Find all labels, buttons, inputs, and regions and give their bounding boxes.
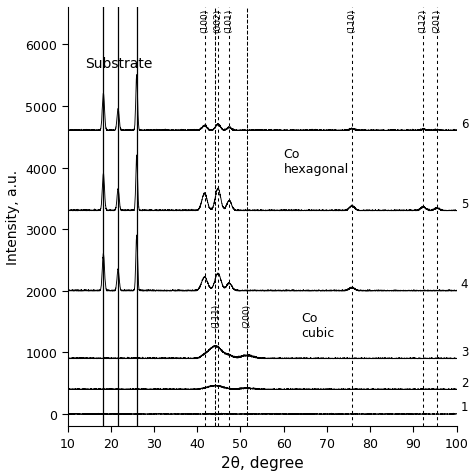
Text: Co
hexagonal: Co hexagonal [283,148,349,176]
Text: (110): (110) [347,9,356,33]
Y-axis label: Intensity, a.u.: Intensity, a.u. [6,170,19,265]
Text: 3: 3 [461,345,468,358]
Text: (111): (111) [211,304,220,327]
Text: (002): (002) [213,9,222,33]
X-axis label: 2θ, degree: 2θ, degree [220,456,303,470]
Text: Co
cubic: Co cubic [301,311,334,339]
Text: (101): (101) [225,9,234,33]
Text: (200): (200) [242,304,251,327]
Text: (201): (201) [433,9,442,33]
Text: 6: 6 [461,118,468,130]
Text: 1: 1 [461,400,468,413]
Text: 5: 5 [461,198,468,210]
Text: 4: 4 [461,278,468,290]
Text: Substrate: Substrate [85,57,152,70]
Text: (112): (112) [419,9,428,33]
Text: (100): (100) [200,9,209,33]
Text: 2: 2 [461,376,468,389]
